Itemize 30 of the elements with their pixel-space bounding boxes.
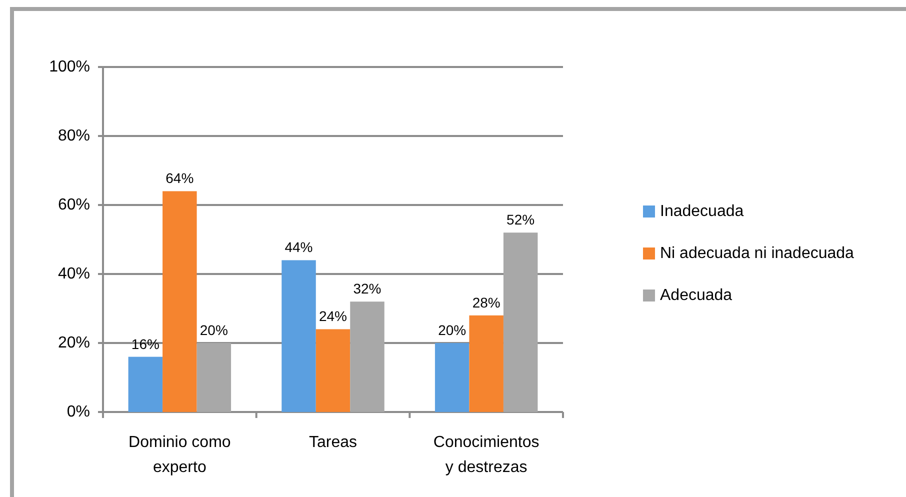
bar (503, 232, 538, 412)
bar (128, 356, 163, 412)
legend-label: Adecuada (660, 287, 732, 304)
bar (350, 302, 384, 412)
legend-label: Inadecuada (660, 203, 744, 220)
data-label: 64% (166, 170, 194, 186)
data-label: 52% (506, 212, 535, 228)
bar (282, 260, 316, 412)
bar (162, 191, 197, 412)
data-label: 32% (353, 280, 382, 297)
y-tick-label: 0% (66, 404, 90, 420)
bar (316, 329, 350, 412)
y-tick-label: 80% (58, 128, 90, 144)
bar (196, 343, 232, 412)
data-label: 16% (131, 336, 160, 352)
data-label: 20% (200, 322, 228, 338)
bar (469, 315, 504, 412)
x-tick-label: Dominio como experto (128, 434, 231, 476)
y-tick-label: 100% (49, 58, 90, 76)
data-label: 20% (438, 322, 466, 338)
x-tick-label: Conocimientos y destrezas (433, 434, 540, 476)
y-tick-label: 60% (58, 196, 90, 214)
y-tick-label: 40% (58, 266, 90, 282)
x-tick-label: Tareas (308, 434, 358, 451)
bar (434, 343, 470, 412)
legend-label: Ni adecuada ni inadecuada (660, 245, 854, 262)
data-label: 44% (284, 239, 313, 256)
data-label: 28% (472, 294, 500, 310)
y-tick-label: 20% (58, 334, 90, 352)
data-label: 24% (318, 308, 348, 324)
